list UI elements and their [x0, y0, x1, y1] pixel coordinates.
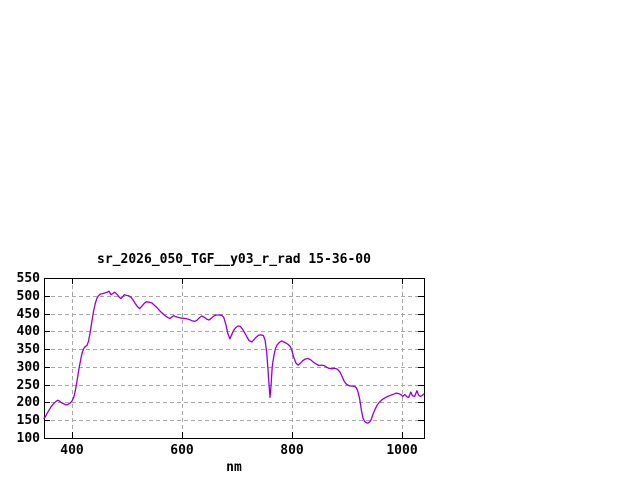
y-tick-label: 250	[16, 377, 40, 393]
y-tick-label: 550	[16, 271, 40, 286]
y-tick-label: 150	[16, 413, 40, 429]
x-tick-label: 1000	[386, 443, 418, 458]
x-tick-label: 800	[280, 443, 304, 458]
gridlines	[44, 278, 424, 438]
plot-border	[44, 278, 425, 439]
spectrum-curve	[43, 290, 425, 424]
chart-title: sr_2026_050_TGF__y03_r_rad 15-36-00	[97, 252, 371, 267]
y-tick-label: 350	[16, 342, 40, 358]
x-tick-label: 400	[60, 443, 84, 458]
x-tick-label: 600	[170, 443, 194, 458]
y-tick-label: 450	[16, 306, 40, 322]
x-axis-title: nm	[226, 460, 242, 475]
y-tick-label: 200	[16, 395, 40, 411]
y-tick-label: 500	[16, 288, 40, 304]
axis-ticks	[44, 278, 424, 439]
y-tick-label: 100	[16, 431, 40, 446]
y-tick-label: 300	[16, 359, 40, 375]
y-tick-label: 400	[16, 324, 40, 340]
